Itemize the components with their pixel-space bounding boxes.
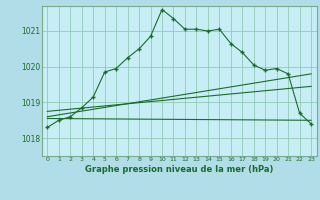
X-axis label: Graphe pression niveau de la mer (hPa): Graphe pression niveau de la mer (hPa) [85, 165, 273, 174]
